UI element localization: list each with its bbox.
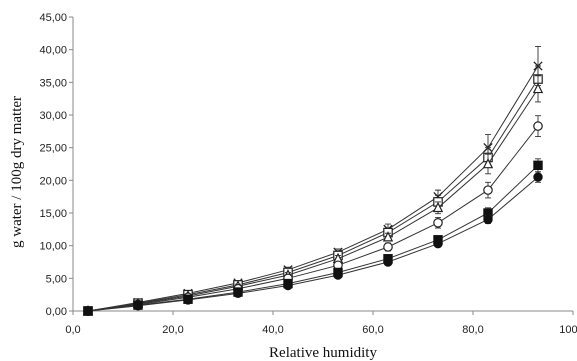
series-line xyxy=(87,88,539,312)
x-tick-label: 20,0 xyxy=(162,324,183,336)
y-tick-label: 25,00 xyxy=(39,143,67,155)
data-point xyxy=(283,280,293,291)
data-point xyxy=(433,239,443,249)
y-tick-label: 10,00 xyxy=(39,241,67,253)
x-tick-label: 80,0 xyxy=(462,324,483,336)
series-filled-circle xyxy=(83,171,543,316)
y-tick-label: 40,00 xyxy=(39,45,67,57)
data-point xyxy=(533,160,543,171)
data-point xyxy=(383,257,393,267)
data-point xyxy=(482,157,494,169)
series-cross xyxy=(83,45,543,316)
data-point xyxy=(233,288,243,299)
data-point xyxy=(433,218,443,228)
y-axis-title: g water / 100g dry matter xyxy=(9,96,25,248)
data-point xyxy=(383,242,393,252)
y-tick-label: 20,00 xyxy=(39,175,67,187)
x-tick-label: 100,0 xyxy=(559,324,577,336)
data-point xyxy=(133,301,143,311)
x-tick-label: 40,0 xyxy=(262,324,283,336)
series-line xyxy=(87,125,539,312)
data-point xyxy=(533,121,543,131)
series-filled-square xyxy=(83,158,543,316)
series-open-circle xyxy=(83,115,543,316)
y-tick-label: 0,00 xyxy=(46,306,67,318)
y-tick-label: 15,00 xyxy=(39,208,67,220)
data-point xyxy=(432,201,444,213)
data-point xyxy=(532,82,544,94)
data-point xyxy=(382,231,394,242)
series-line xyxy=(87,65,539,312)
series-line xyxy=(87,78,539,312)
x-axis-title: Relative humidity xyxy=(269,345,377,361)
x-tick-label: 0,0 xyxy=(65,324,80,336)
y-tick-label: 30,00 xyxy=(39,110,67,122)
y-tick-label: 5,00 xyxy=(46,273,67,285)
data-point xyxy=(333,270,343,280)
x-tick-label: 60,0 xyxy=(362,324,383,336)
series-line xyxy=(87,164,539,312)
data-point xyxy=(483,214,493,225)
tick-labels: 0,00 5,00 10,00 15,00 20,00 25,00 30,00 35,00 40… xyxy=(39,12,577,336)
data-point xyxy=(483,185,493,195)
y-tick-label: 45,00 xyxy=(39,12,67,24)
series-line xyxy=(87,176,539,312)
y-tick-label: 35,00 xyxy=(39,77,67,89)
series-layer xyxy=(82,45,544,316)
series-open-triangle xyxy=(82,75,544,316)
axes xyxy=(69,16,574,315)
data-point xyxy=(83,306,93,316)
data-point xyxy=(533,172,543,182)
data-point xyxy=(183,295,193,305)
